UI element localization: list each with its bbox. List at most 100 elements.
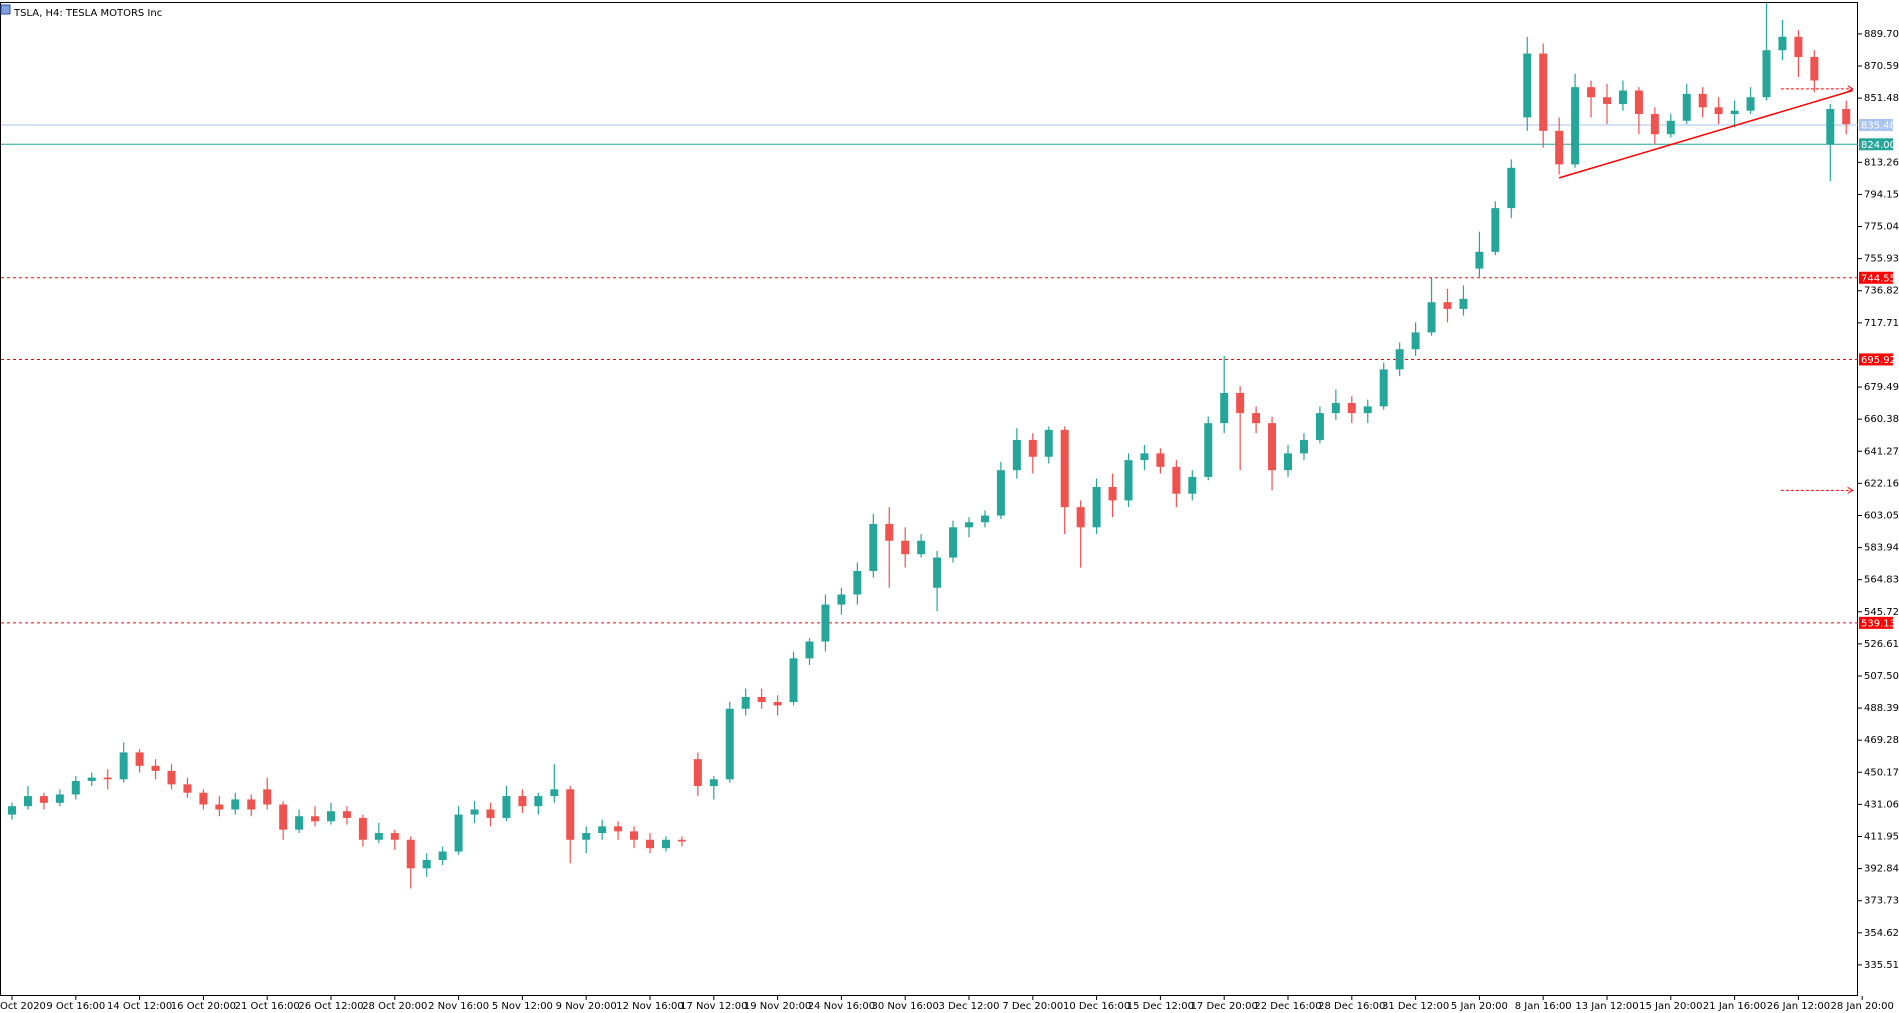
- candle-body: [55, 794, 64, 803]
- candle-body: [1826, 109, 1835, 145]
- candle-body: [773, 702, 782, 706]
- candle-body: [677, 839, 686, 842]
- candle-body: [231, 799, 240, 810]
- candle-body: [1204, 423, 1213, 477]
- candle-body: [1666, 120, 1675, 135]
- y-tick-label: 870.59: [1864, 61, 1899, 72]
- y-tick-label: 583.94: [1864, 543, 1899, 554]
- candle-body: [358, 817, 367, 840]
- candle-body: [1028, 439, 1037, 457]
- candle-body: [1571, 87, 1580, 165]
- candle-body: [8, 806, 16, 815]
- y-tick-label: 717.71: [1864, 318, 1899, 329]
- candle-body: [1268, 423, 1277, 471]
- candle-body: [1682, 93, 1691, 121]
- candle-body: [1012, 439, 1021, 471]
- y-tick-label: 813.26: [1864, 157, 1899, 168]
- y-tick-label: 469.28: [1864, 735, 1899, 746]
- candle-body: [1555, 130, 1564, 165]
- y-tick-label: 641.27: [1864, 446, 1899, 457]
- candle-body: [422, 859, 431, 869]
- price-level-tag: [1859, 119, 1893, 132]
- candle-body: [374, 833, 383, 840]
- candle-body: [805, 641, 814, 659]
- candle-body: [901, 540, 910, 555]
- candle-body: [135, 752, 144, 766]
- x-tick-label: 24 Nov 16:00: [808, 1001, 875, 1012]
- y-tick-label: 679.49: [1864, 382, 1899, 393]
- candle-body: [741, 696, 750, 709]
- y-tick-label: 564.83: [1864, 575, 1899, 586]
- x-tick-label: 9 Nov 20:00: [556, 1001, 617, 1012]
- y-tick-label: 736.82: [1864, 286, 1899, 297]
- trendline: [1558, 89, 1853, 179]
- x-tick-label: 30 Nov 16:00: [871, 1001, 938, 1012]
- candle-body: [1284, 453, 1292, 471]
- candle-body: [598, 826, 607, 834]
- y-tick-label: 373.73: [1864, 896, 1899, 907]
- x-tick-label: 15 Dec 12:00: [1127, 1001, 1194, 1012]
- x-tick-label: 28 Dec 16:00: [1318, 1001, 1385, 1012]
- candle-body: [1778, 36, 1787, 51]
- candle-body: [1730, 110, 1739, 115]
- candle-body: [885, 523, 894, 541]
- candle-body: [39, 796, 48, 803]
- x-tick-label: 14 Oct 12:00: [107, 1001, 172, 1012]
- y-tick-label: 794.15: [1864, 189, 1899, 200]
- candle-body: [263, 789, 272, 805]
- candle-body: [1252, 413, 1261, 424]
- candle-body: [1842, 109, 1851, 125]
- candle-body: [646, 839, 654, 849]
- y-tick-label: 851.48: [1864, 93, 1899, 104]
- y-tick-label: 488.39: [1864, 703, 1899, 714]
- y-tick-label: 889.70: [1864, 29, 1899, 40]
- x-tick-label: 31 Dec 12:00: [1382, 1001, 1449, 1012]
- candle-body: [1331, 402, 1340, 414]
- x-tick-label: 10 Dec 16:00: [1063, 1001, 1130, 1012]
- candle-body: [215, 804, 224, 810]
- candle-body: [1443, 302, 1452, 309]
- candle-body: [1220, 392, 1229, 424]
- candle-body: [486, 809, 495, 818]
- candle-body: [1714, 107, 1723, 115]
- y-tick-label: 392.84: [1864, 864, 1899, 875]
- candle-body: [1315, 413, 1324, 440]
- candle-body: [869, 523, 878, 571]
- x-tick-label: 17 Dec 20:00: [1191, 1001, 1258, 1012]
- candle-body: [167, 770, 176, 785]
- x-tick-label: 3 Dec 12:00: [939, 1001, 1000, 1012]
- x-tick-label: 15 Jan 20:00: [1639, 1001, 1702, 1012]
- candle-body: [103, 777, 112, 780]
- arrow-head: [1847, 85, 1854, 93]
- candle-body: [1076, 507, 1085, 528]
- candle-body: [183, 784, 192, 793]
- candle-body: [279, 804, 288, 830]
- candle-body: [821, 604, 830, 642]
- candle-body: [709, 779, 718, 787]
- x-tick-label: 5 Jan 20:00: [1451, 1001, 1508, 1012]
- candle-body: [454, 814, 463, 852]
- y-tick-label: 545.72: [1864, 607, 1899, 618]
- candle-body: [1794, 36, 1803, 57]
- y-tick-label: 450.17: [1864, 767, 1899, 778]
- candle-body: [550, 789, 559, 797]
- x-tick-label: 21 Oct 16:00: [235, 1001, 300, 1012]
- candle-body: [1299, 439, 1308, 454]
- candle-body: [1092, 486, 1101, 528]
- candle-body: [1698, 93, 1707, 108]
- x-tick-label: 12 Nov 16:00: [616, 1001, 683, 1012]
- candle-body: [1810, 56, 1819, 81]
- candle-body: [151, 765, 160, 771]
- candle-body: [933, 557, 942, 588]
- candle-body: [1188, 476, 1197, 494]
- candle-body: [71, 780, 80, 795]
- candle-body: [1587, 87, 1596, 98]
- y-tick-label: 335.51: [1864, 960, 1899, 971]
- candle-body: [965, 522, 973, 528]
- candle-body: [789, 658, 798, 703]
- candle-body: [342, 811, 351, 818]
- x-tick-label: 2 Nov 16:00: [428, 1001, 489, 1012]
- x-tick-label: 22 Dec 16:00: [1254, 1001, 1321, 1012]
- price-level-label: 695.92: [1861, 355, 1896, 366]
